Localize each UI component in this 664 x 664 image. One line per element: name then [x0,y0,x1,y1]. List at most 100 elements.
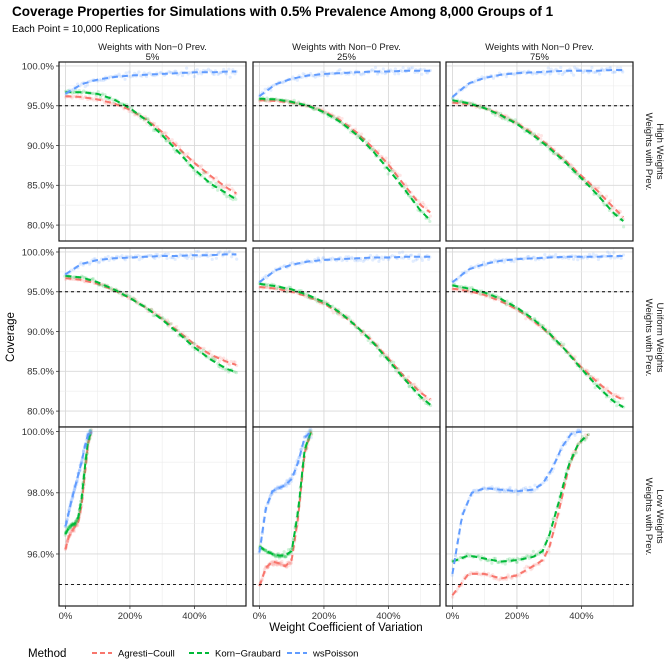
data-point [565,468,569,472]
data-point [271,563,275,567]
data-point [275,487,279,491]
data-point [69,268,73,272]
data-point [227,363,232,367]
data-point [283,481,288,486]
data-point [575,67,580,71]
data-point [321,257,325,261]
data-point [358,134,362,138]
data-point [527,254,531,259]
data-point [224,72,228,76]
data-point [222,186,226,190]
data-point [491,76,496,80]
data-point [615,66,619,70]
data-point [488,574,492,578]
data-point [275,99,279,103]
data-point [386,354,390,358]
data-point [530,133,534,137]
data-point [124,71,128,75]
facet-panel: 0% 200% 400% [252,426,441,622]
data-point [502,72,507,76]
data-point [276,287,280,291]
data-point [549,67,553,71]
data-point [517,574,522,578]
data-point [65,539,70,544]
y-tick-label: 98.0% [27,488,54,499]
data-point [72,277,76,281]
data-point [381,67,385,71]
data-point [307,438,311,442]
data-point [516,556,520,561]
data-point [542,544,547,549]
data-point [528,490,532,494]
data-point [616,400,620,404]
data-point [479,103,483,108]
data-point [76,82,80,86]
trend-line [259,97,432,222]
data-point [265,99,269,103]
data-point [428,214,432,218]
trend-line [258,430,312,553]
data-point [474,490,478,494]
data-point [420,209,424,214]
data-point [75,478,80,482]
panel-background [59,427,246,606]
data-point [279,563,283,567]
data-point [219,71,223,75]
data-point [587,252,592,257]
data-point [223,192,227,196]
data-point [190,256,194,261]
data-point [401,184,406,188]
data-point [210,355,214,360]
data-point [373,65,378,70]
data-point [459,556,463,560]
data-point [295,102,299,106]
data-point [83,469,87,473]
data-point [411,66,415,70]
data-point [273,553,278,557]
data-point [268,494,273,498]
data-point [192,341,196,345]
data-point [217,359,221,363]
data-point [419,67,423,72]
data-point [610,70,615,75]
facet-panel [445,247,634,428]
data-point [583,254,588,259]
data-point [331,311,335,315]
data-point [460,579,465,583]
data-point [380,255,384,259]
data-point [311,74,315,78]
data-point [191,158,195,162]
data-point [330,308,334,312]
trend-line [259,282,431,406]
y-tick-label: 90.0% [27,327,54,338]
data-point [620,215,624,219]
data-point [309,428,313,432]
data-point [363,258,367,262]
data-point [315,106,319,110]
row-strip-value: High Weights [654,123,664,180]
data-point [525,554,529,558]
data-point [70,497,75,501]
data-point [91,91,95,95]
data-point [422,398,426,402]
data-point [532,255,536,259]
data-point [339,72,343,76]
x-tick-label: 200% [312,611,337,622]
data-point [89,431,93,435]
data-point [513,489,518,494]
column-strip-label: Weights with Non−0 Prev. [292,42,401,53]
data-point [79,261,83,265]
data-point [543,253,547,257]
column-strip: Weights with Non−0 Prev.25% [292,42,401,63]
data-point [562,254,566,259]
data-point [287,560,291,564]
data-point [282,550,286,554]
x-axis-title: Weight Coefficient of Variation [269,622,422,634]
data-point [514,560,518,564]
data-point [210,257,214,261]
data-point [308,427,312,431]
data-point [607,208,612,213]
data-point [263,87,267,91]
data-point [388,161,392,165]
